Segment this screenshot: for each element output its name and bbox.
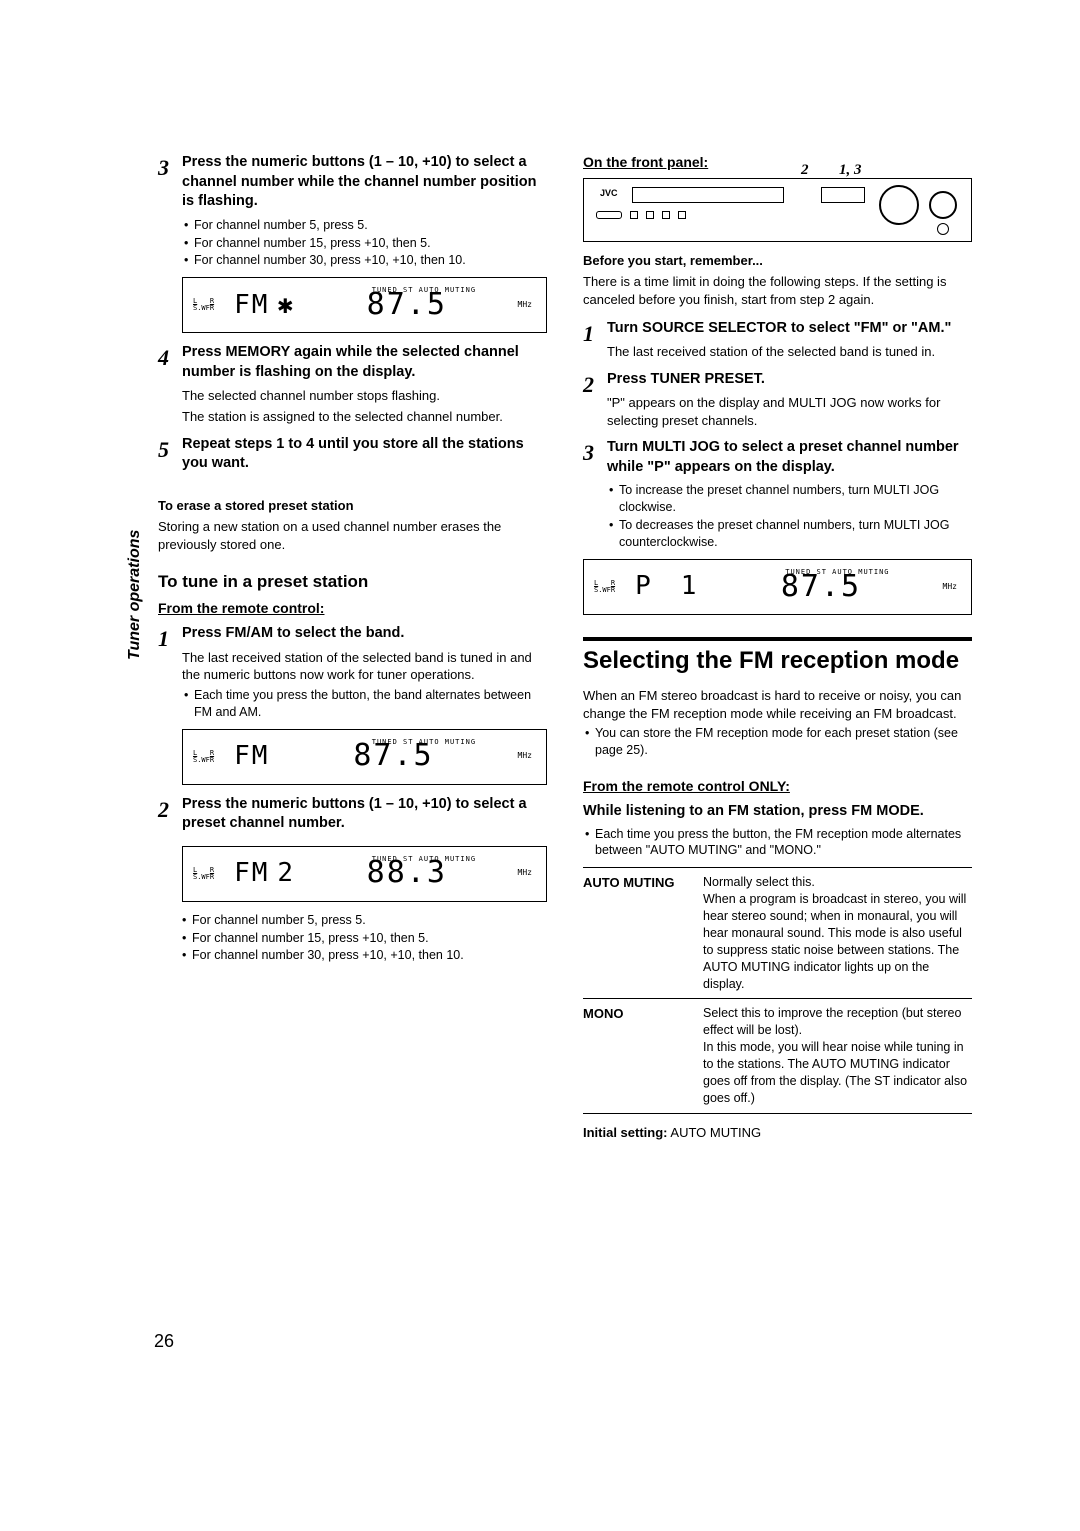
remote-step-2: 2 Press the numeric buttons (1 – 10, +10… <box>158 795 547 839</box>
bullet: You can store the FM reception mode for … <box>595 725 972 759</box>
panel-screen-small <box>821 187 865 203</box>
lcd-unit: MHz <box>518 868 532 879</box>
step-5: 5 Repeat steps 1 to 4 until you store al… <box>158 435 547 479</box>
button-icon <box>937 223 949 235</box>
lcd-band: FM <box>234 739 269 774</box>
brand-label: JVC <box>600 187 618 199</box>
step-title: Turn MULTI JOG to select a preset channe… <box>607 438 972 477</box>
lcd-display-4: TUNED ST AUTO MUTING L RS.WFR P 1 87.5 M… <box>583 559 972 615</box>
bullet: For channel number 15, press +10, then 5… <box>194 235 431 252</box>
step-number: 1 <box>583 319 607 364</box>
lcd-unit: MHz <box>943 582 957 593</box>
body-text: There is a time limit in doing the follo… <box>583 273 972 308</box>
step-number: 3 <box>158 153 182 270</box>
lcd-display-1: TUNED ST AUTO MUTING L RS.WFR FM ✱ 87.5 … <box>182 277 547 333</box>
step-3: 3 Press the numeric buttons (1 – 10, +10… <box>158 153 547 270</box>
step-number: 1 <box>158 624 182 721</box>
subheading-underline: On the front panel: <box>583 153 972 172</box>
step-number: 2 <box>583 370 607 433</box>
left-column: 3 Press the numeric buttons (1 – 10, +10… <box>158 153 547 1141</box>
body-text: When an FM stereo broadcast is hard to r… <box>583 687 972 722</box>
side-section-label: Tuner operations <box>124 530 146 660</box>
bullet: To decreases the preset channel numbers,… <box>619 517 972 551</box>
panel-screen <box>632 187 784 203</box>
page-number: 26 <box>154 1329 174 1353</box>
lcd-preset: 1 <box>681 569 700 604</box>
lcd-display-2: TUNED ST AUTO MUTING L RS.WFR FM 87.5 MH… <box>182 729 547 785</box>
knob-icon <box>929 191 957 219</box>
step-number: 4 <box>158 343 182 428</box>
step-number: 5 <box>158 435 182 479</box>
initial-setting: Initial setting: AUTO MUTING <box>583 1124 972 1142</box>
lcd-flash: ✱ <box>277 288 296 323</box>
remote-step-1: 1 Press FM/AM to select the band. The la… <box>158 624 547 721</box>
step-text: The station is assigned to the selected … <box>182 408 547 426</box>
step-title: Press the numeric buttons (1 – 10, +10) … <box>182 795 547 834</box>
step-number: 2 <box>158 795 182 839</box>
subheading-underline: From the remote control: <box>158 599 547 618</box>
step-text: The last received station of the selecte… <box>607 343 972 361</box>
lcd-indicators: TUNED ST AUTO MUTING <box>372 738 476 747</box>
step-4: 4 Press MEMORY again while the selected … <box>158 343 547 428</box>
bullet: For channel number 30, press +10, +10, t… <box>192 947 464 964</box>
mode-table: AUTO MUTING Normally select this. When a… <box>583 867 972 1113</box>
bullet: For channel number 15, press +10, then 5… <box>192 930 429 947</box>
mode-desc: Normally select this. When a program is … <box>703 874 972 992</box>
lcd-unit: MHz <box>518 300 532 311</box>
step-title: Turn SOURCE SELECTOR to select "FM" or "… <box>607 319 972 339</box>
lcd-display-3: TUNED ST AUTO MUTING L RS.WFR FM 2 88.3 … <box>182 846 547 902</box>
jog-knob-icon <box>879 185 919 225</box>
subheading-underline: From the remote control ONLY: <box>583 777 972 796</box>
panel-step-3: 3 Turn MULTI JOG to select a preset chan… <box>583 438 972 552</box>
subheading: Before you start, remember... <box>583 252 972 270</box>
panel-step-2: 2 Press TUNER PRESET. "P" appears on the… <box>583 370 972 433</box>
step-title: Press FM/AM to select the band. <box>182 624 547 644</box>
lcd-indicators: TUNED ST AUTO MUTING <box>785 568 889 577</box>
lcd-band: P <box>635 569 653 604</box>
front-panel-diagram: JVC <box>583 178 972 242</box>
bullet: For channel number 30, press +10, +10, t… <box>194 252 466 269</box>
bullet: For channel number 5, press 5. <box>194 217 368 234</box>
bullet: For channel number 5, press 5. <box>192 912 366 929</box>
lcd-indicators: TUNED ST AUTO MUTING <box>372 286 476 295</box>
step-title: Press the numeric buttons (1 – 10, +10) … <box>182 153 547 212</box>
bullet: Each time you press the button, the band… <box>194 687 547 721</box>
step-number: 3 <box>583 438 607 552</box>
bullet: To increase the preset channel numbers, … <box>619 482 972 516</box>
table-row: MONO Select this to improve the receptio… <box>583 998 972 1112</box>
table-row: AUTO MUTING Normally select this. When a… <box>583 868 972 998</box>
initial-value: AUTO MUTING <box>668 1125 762 1140</box>
panel-step-1: 1 Turn SOURCE SELECTOR to select "FM" or… <box>583 319 972 364</box>
step-title: Press MEMORY again while the selected ch… <box>182 343 547 382</box>
mode-name: MONO <box>583 1005 703 1106</box>
lcd-unit: MHz <box>518 751 532 762</box>
right-column: On the front panel: 2 1, 3 JVC Before yo… <box>583 153 972 1141</box>
subheading: To erase a stored preset station <box>158 497 547 515</box>
subheading: To tune in a preset station <box>158 571 547 594</box>
initial-label: Initial setting: <box>583 1125 668 1140</box>
lcd-preset: 2 <box>277 856 296 891</box>
step-title: Repeat steps 1 to 4 until you store all … <box>182 435 547 474</box>
lcd-indicators: TUNED ST AUTO MUTING <box>372 855 476 864</box>
bullet: Each time you press the button, the FM r… <box>595 826 972 860</box>
lcd-band: FM <box>234 856 269 891</box>
instruction: While listening to an FM station, press … <box>583 802 972 822</box>
section-title: Selecting the FM reception mode <box>583 645 972 677</box>
step-text: "P" appears on the display and MULTI JOG… <box>607 394 972 429</box>
lcd-band: FM <box>234 288 269 323</box>
mode-name: AUTO MUTING <box>583 874 703 992</box>
mode-desc: Select this to improve the reception (bu… <box>703 1005 972 1106</box>
step-title: Press TUNER PRESET. <box>607 370 972 390</box>
step-text: The selected channel number stops flashi… <box>182 387 547 405</box>
step-text: The last received station of the selecte… <box>182 649 547 684</box>
body-text: Storing a new station on a used channel … <box>158 518 547 553</box>
